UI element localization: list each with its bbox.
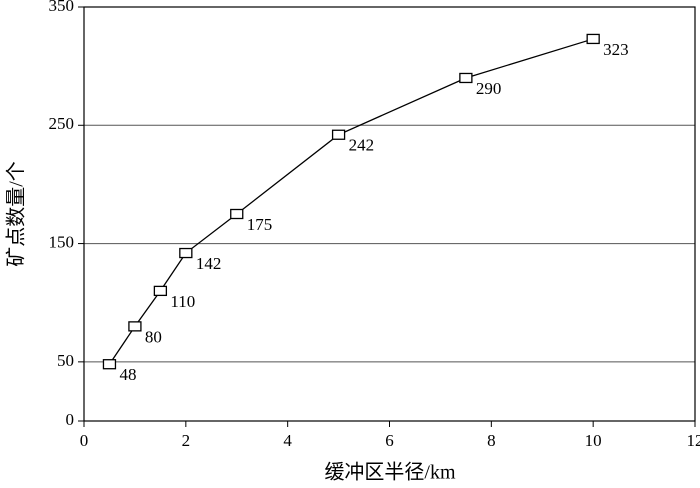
- x-tick-label: 12: [687, 431, 700, 450]
- data-label: 175: [247, 215, 273, 234]
- data-label: 110: [170, 292, 195, 311]
- data-label: 242: [349, 136, 375, 155]
- y-axis-title: 矿点数量/个: [5, 161, 28, 267]
- x-tick-label: 2: [182, 431, 191, 450]
- y-tick-label: 50: [57, 351, 74, 370]
- point-marker: [153, 285, 168, 297]
- point-marker: [586, 33, 600, 45]
- data-label: 48: [119, 365, 136, 384]
- point-marker: [331, 129, 346, 140]
- data-label: 80: [145, 327, 162, 346]
- line: [108, 38, 594, 365]
- data-label: 142: [196, 254, 222, 273]
- x-axis-title: 缓冲区半径/km: [324, 461, 456, 484]
- point-marker: [179, 247, 193, 259]
- y-tick-label: 0: [66, 410, 75, 429]
- x-tick-label: 4: [283, 431, 292, 450]
- x-tick-label: 6: [385, 431, 394, 450]
- y-tick-label: 350: [49, 0, 75, 15]
- x-tick-label: 10: [585, 431, 602, 450]
- point-marker: [102, 359, 117, 370]
- y-tick-label: 250: [49, 114, 75, 133]
- data-label: 323: [603, 40, 629, 59]
- y-tick-label: 150: [49, 232, 75, 251]
- point-marker: [459, 72, 473, 84]
- data-label: 290: [476, 79, 502, 98]
- plot-frame: [83, 6, 696, 422]
- x-tick-label: 0: [80, 431, 89, 450]
- point-marker: [128, 321, 142, 332]
- x-tick-label: 8: [487, 431, 496, 450]
- point-marker: [230, 208, 244, 220]
